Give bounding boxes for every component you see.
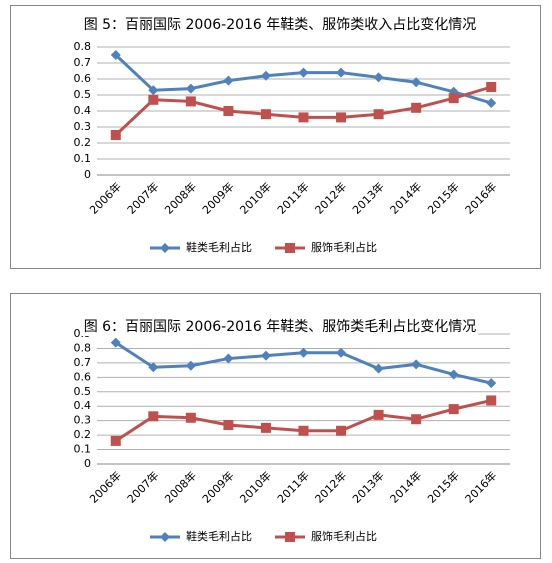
y-tick-label: 0 — [84, 168, 91, 181]
marker — [486, 98, 497, 108]
marker — [486, 395, 497, 406]
marker — [336, 347, 347, 358]
y-tick-label: 0.4 — [74, 104, 92, 117]
chart-frame — [10, 293, 541, 559]
marker — [411, 359, 422, 370]
y-tick-label: 0 — [84, 457, 91, 470]
marker — [298, 67, 309, 78]
legend-label: 服饰毛利占比 — [311, 529, 377, 543]
legend-label: 服饰毛利占比 — [311, 240, 377, 254]
marker — [260, 350, 271, 361]
y-tick-label: 0.6 — [74, 72, 92, 85]
y-tick-label: 0.2 — [74, 136, 92, 149]
marker — [185, 412, 196, 423]
title-background — [81, 318, 479, 336]
marker — [298, 112, 309, 123]
title-background — [81, 16, 479, 34]
marker — [486, 82, 497, 92]
y-tick-label: 0.3 — [74, 120, 92, 133]
chart-frame — [10, 5, 541, 269]
marker — [148, 94, 159, 105]
marker — [411, 102, 422, 113]
marker — [336, 112, 347, 123]
marker — [373, 363, 384, 374]
marker — [185, 360, 196, 371]
legend-label: 鞋类毛利占比 — [186, 529, 252, 543]
legend-label: 鞋类毛利占比 — [186, 240, 252, 254]
y-tick-label: 0.7 — [74, 56, 92, 69]
y-tick-label: 0.8 — [74, 341, 92, 354]
marker — [298, 425, 309, 436]
marker — [373, 409, 384, 420]
marker — [223, 75, 234, 86]
marker — [373, 109, 384, 120]
marker — [110, 435, 121, 446]
marker — [448, 369, 459, 380]
marker — [110, 50, 121, 60]
legend-marker — [285, 243, 295, 253]
marker — [148, 411, 159, 422]
legend-marker — [285, 532, 295, 542]
y-tick-label: 0.6 — [74, 370, 92, 383]
marker — [336, 425, 347, 436]
y-tick-label: 0.1 — [74, 152, 92, 165]
marker — [223, 106, 234, 116]
marker — [448, 404, 459, 415]
marker — [185, 96, 196, 107]
marker — [110, 130, 121, 140]
marker — [486, 378, 497, 389]
marker — [223, 353, 234, 364]
marker — [148, 85, 159, 96]
y-tick-label: 0.7 — [74, 356, 92, 369]
y-tick-label: 0.4 — [74, 399, 92, 412]
marker — [373, 72, 384, 83]
y-tick-label: 0.8 — [74, 40, 92, 53]
marker — [411, 77, 422, 88]
y-tick-label: 0.5 — [74, 88, 92, 101]
marker — [110, 337, 121, 348]
marker — [260, 109, 271, 120]
marker — [148, 362, 159, 373]
marker — [448, 93, 459, 104]
marker — [185, 83, 196, 94]
marker — [260, 422, 271, 433]
legend-marker — [160, 243, 170, 253]
chart-title: 图 5：百丽国际 2006-2016 年鞋类、服饰类收入占比变化情况 — [84, 17, 477, 33]
chart-title: 图 6：百丽国际 2006-2016 年鞋类、服饰类毛利占比变化情况 — [84, 319, 477, 335]
marker — [223, 420, 234, 430]
marker — [260, 70, 271, 81]
y-tick-label: 0.2 — [74, 428, 92, 441]
y-tick-label: 0.1 — [74, 443, 92, 456]
marker — [336, 67, 347, 78]
marker — [298, 347, 309, 358]
legend-marker — [160, 532, 170, 542]
marker — [411, 414, 422, 425]
y-tick-label: 0.5 — [74, 385, 92, 398]
y-tick-label: 0.3 — [74, 414, 92, 427]
